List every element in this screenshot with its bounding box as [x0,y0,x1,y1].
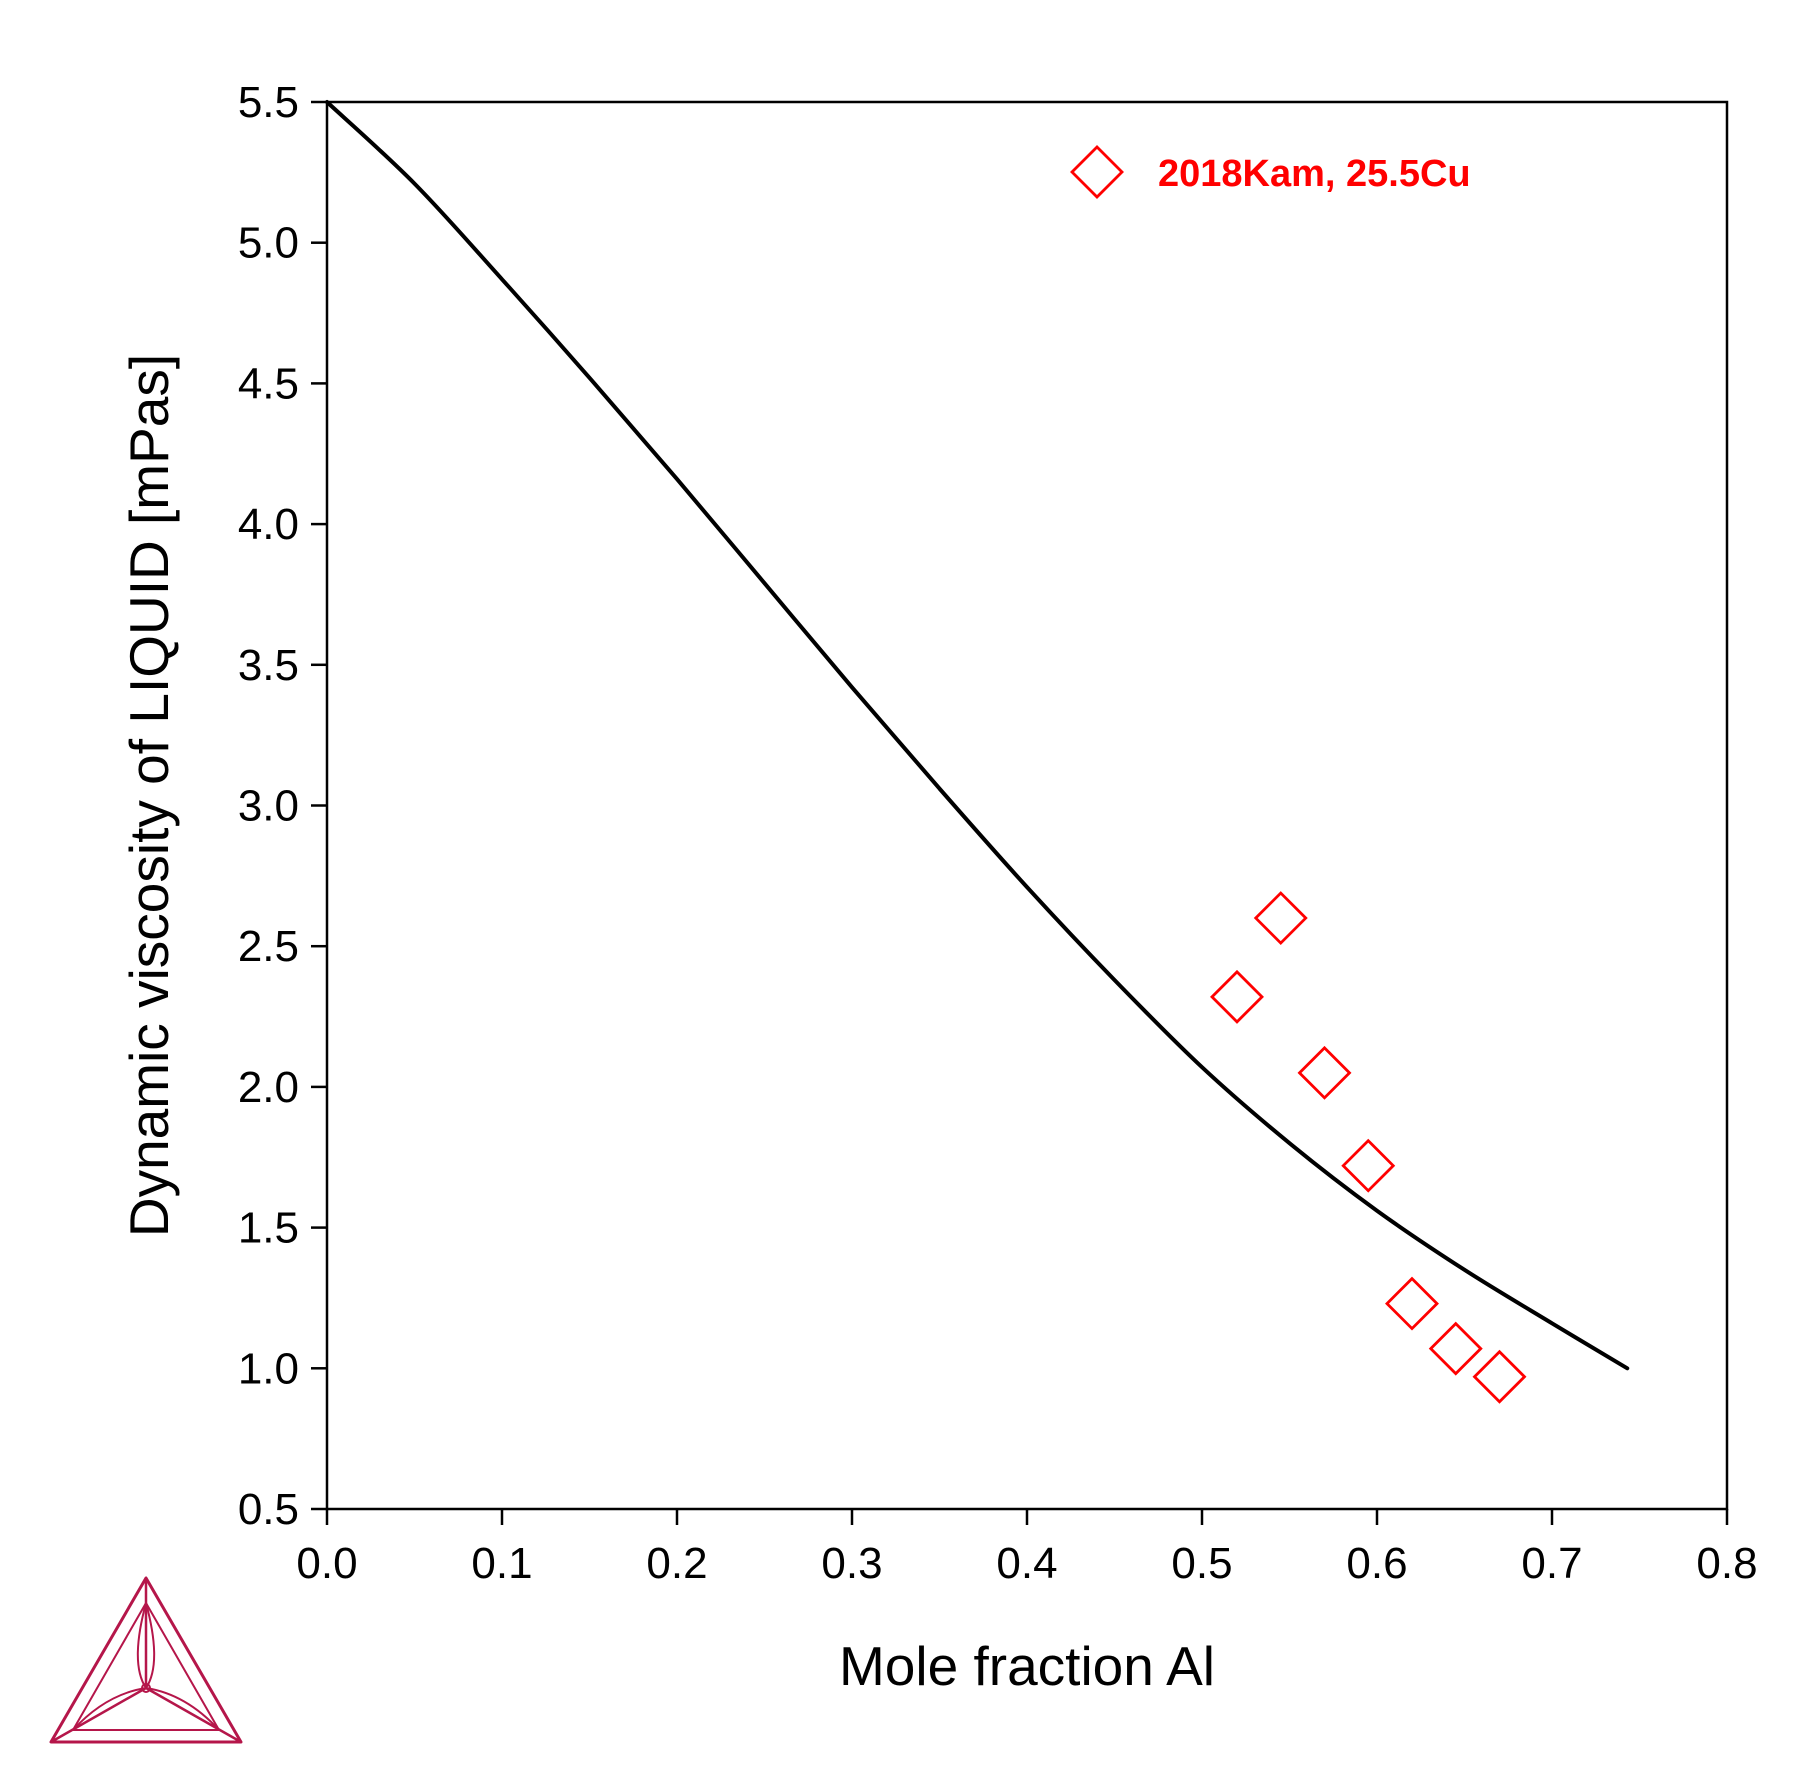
x-tick-label: 0.0 [296,1539,357,1588]
x-tick-label: 0.3 [821,1539,882,1588]
y-tick-label: 2.0 [238,1063,299,1112]
y-tick-label: 1.5 [238,1204,299,1253]
x-tick-label: 0.1 [471,1539,532,1588]
y-tick-label: 4.0 [238,500,299,549]
series-layer [325,100,1630,1404]
y-tick-label: 4.5 [238,359,299,408]
y-tick-label: 3.5 [238,641,299,690]
experimental-data-point [1385,1276,1439,1331]
calculated-viscosity-line [325,100,1630,1371]
thermo-calc-logo-icon [49,1576,243,1744]
y-tick-label: 5.0 [238,219,299,268]
y-axis: 0.5 1.0 1.5 2.0 2.5 3.0 3.5 4.0 4.5 5.0 5.5 [238,78,327,1534]
x-tick-label: 0.7 [1521,1539,1582,1588]
x-tick-label: 0.8 [1696,1539,1757,1588]
y-tick-label: 2.5 [238,922,299,971]
legend: 2018Kam, 25.5Cu [1070,145,1471,199]
experimental-data-point [1253,891,1308,946]
experimental-data-point [1210,969,1264,1024]
experimental-data-point [1428,1321,1483,1376]
legend-marker [1070,145,1124,199]
y-tick-label: 1.0 [238,1344,299,1393]
x-tick-label: 0.2 [646,1539,707,1588]
experimental-data-point [1297,1045,1352,1100]
x-axis: 0.0 0.1 0.2 0.3 0.4 0.5 0.6 0.7 0.8 [296,1509,1758,1588]
experimental-data-point [1341,1138,1396,1193]
experimental-data-point [1472,1349,1527,1404]
y-tick-label: 3.0 [238,782,299,831]
x-axis-title: Mole fraction Al [839,1635,1215,1697]
x-tick-label: 0.5 [1171,1539,1232,1588]
y-axis-title: Dynamic viscosity of LIQUID [mPas] [118,354,180,1237]
y-tick-label: 0.5 [238,1485,299,1534]
legend-label: 2018Kam, 25.5Cu [1158,153,1471,195]
y-tick-label: 5.5 [238,78,299,127]
x-tick-label: 0.4 [996,1539,1057,1588]
x-tick-label: 0.6 [1346,1539,1407,1588]
